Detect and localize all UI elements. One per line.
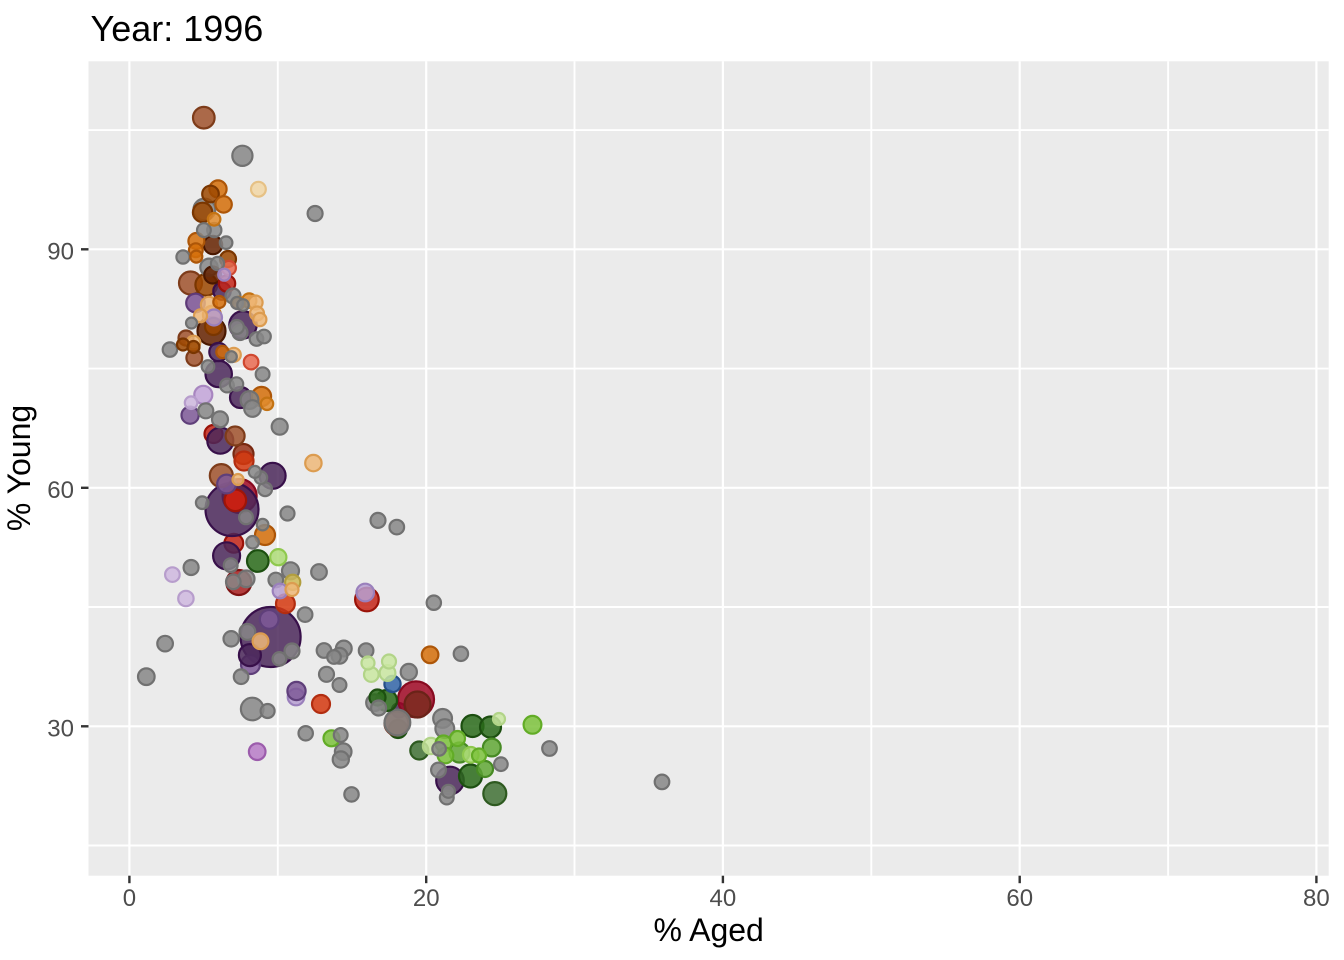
svg-text:60: 60 (1006, 885, 1033, 912)
svg-text:90: 90 (47, 238, 74, 265)
svg-text:20: 20 (413, 885, 440, 912)
svg-text:60: 60 (47, 477, 74, 504)
svg-text:40: 40 (710, 885, 737, 912)
svg-text:30: 30 (47, 715, 74, 742)
svg-text:% Aged: % Aged (654, 912, 764, 948)
svg-text:Year: 1996: Year: 1996 (91, 8, 264, 49)
svg-text:% Young: % Young (1, 405, 37, 531)
svg-text:0: 0 (123, 885, 136, 912)
svg-text:80: 80 (1303, 885, 1330, 912)
